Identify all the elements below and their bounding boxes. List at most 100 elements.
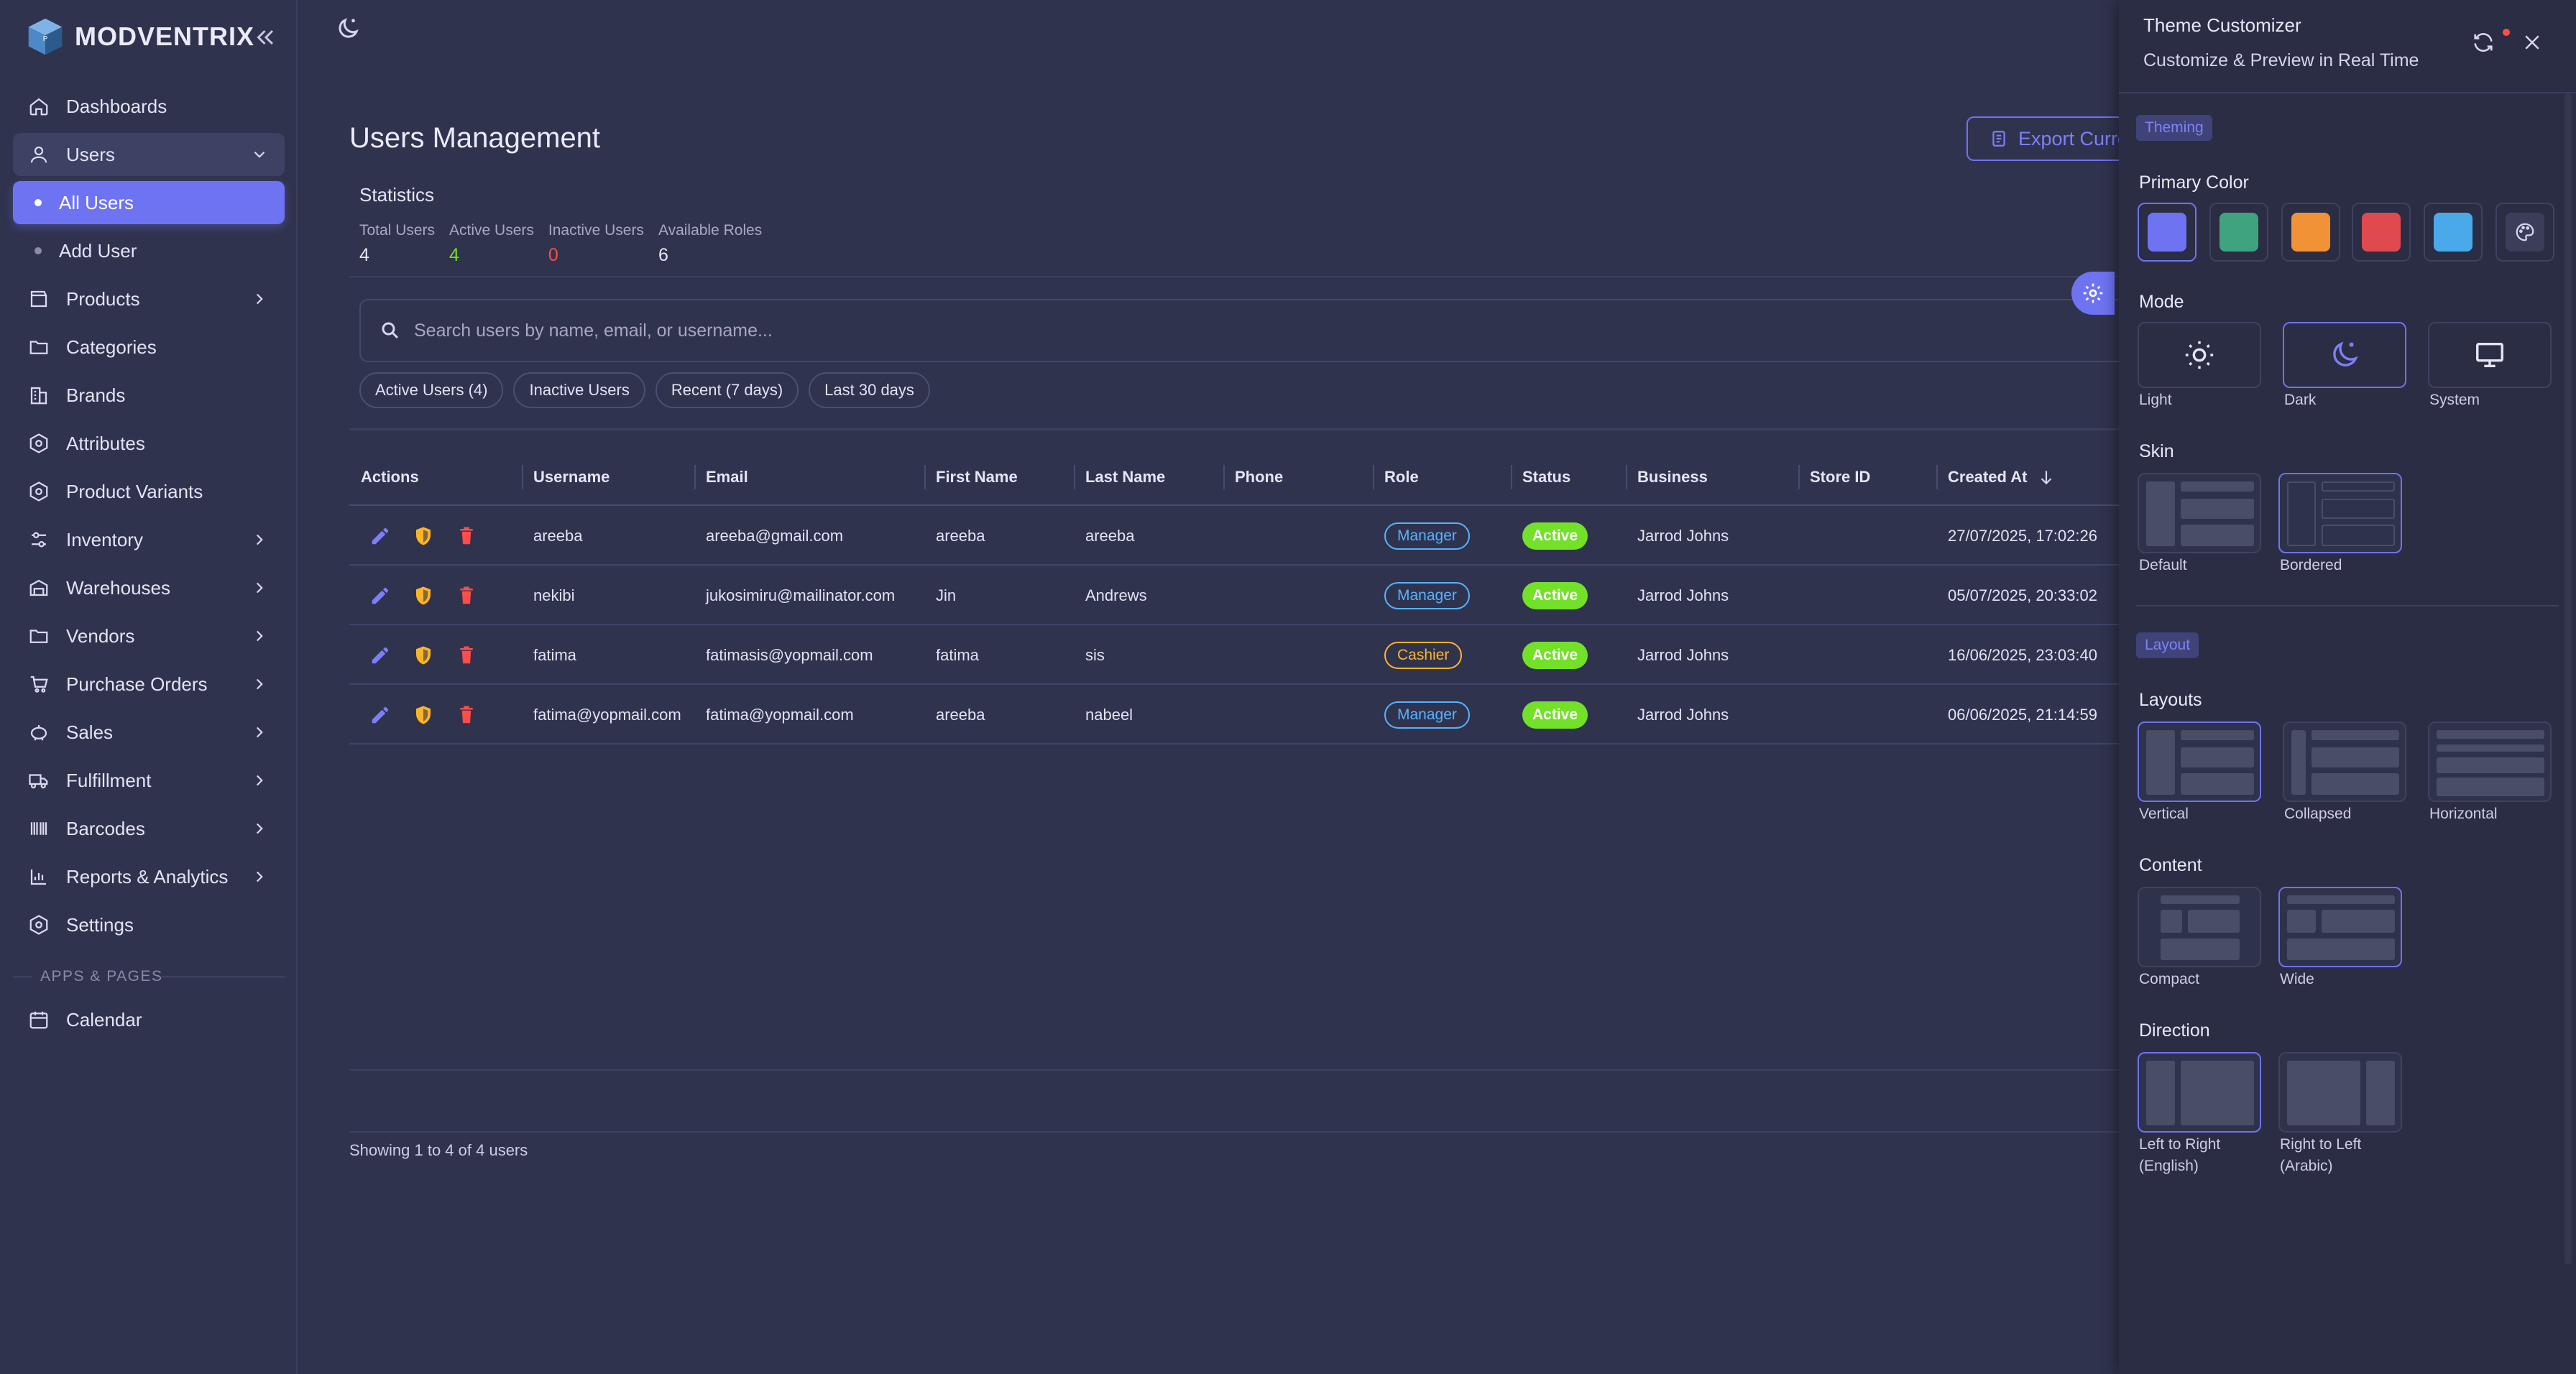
filter-chip-active-users[interactable]: Active Users (4): [359, 372, 504, 408]
color-swatch-blue[interactable]: [2424, 203, 2483, 262]
column-header-phone[interactable]: Phone: [1223, 449, 1283, 505]
sidebar-item-sales[interactable]: Sales: [13, 711, 285, 754]
column-header-email[interactable]: Email: [694, 449, 748, 505]
shield-icon[interactable]: [413, 625, 434, 685]
sidebar-item-label: Users: [66, 143, 115, 165]
cell-username: fatima: [533, 645, 576, 664]
sidebar-item-users[interactable]: Users: [13, 133, 285, 176]
customizer-toggle-button[interactable]: [2071, 272, 2115, 315]
scrollbar[interactable]: [2564, 93, 2572, 1265]
sidebar-item-vendors[interactable]: Vendors: [13, 614, 285, 658]
skin-label-bordered: Bordered: [2280, 557, 2342, 573]
column-header-username[interactable]: Username: [522, 449, 610, 505]
edit-icon[interactable]: [369, 566, 391, 625]
sidebar-subitem-add-user[interactable]: Add User: [13, 229, 285, 272]
skin-option-default[interactable]: [2138, 473, 2261, 553]
stat-label: Active Users: [449, 222, 534, 239]
direction-option-ltr[interactable]: [2138, 1052, 2261, 1133]
status-badge: Active: [1522, 581, 1588, 609]
sidebar-item-brands[interactable]: Brands: [13, 374, 285, 417]
column-header-role[interactable]: Role: [1373, 449, 1419, 505]
trash-icon[interactable]: [456, 625, 477, 685]
brand-logo[interactable]: P MODVENTRIX: [24, 14, 254, 59]
sidebar-item-purchase-orders[interactable]: Purchase Orders: [13, 663, 285, 706]
sidebar-subitem-all-users[interactable]: All Users: [13, 181, 285, 224]
content-option-wide[interactable]: [2278, 887, 2402, 967]
shield-icon[interactable]: [413, 506, 434, 566]
trash-icon[interactable]: [456, 685, 477, 744]
edit-icon[interactable]: [369, 685, 391, 744]
column-header-store-id[interactable]: Store ID: [1798, 449, 1870, 505]
sidebar-item-products[interactable]: Products: [13, 277, 285, 321]
chevron-right-icon: [256, 582, 263, 594]
sidebar-item-inventory[interactable]: Inventory: [13, 518, 285, 561]
collapse-sidebar-icon[interactable]: [253, 24, 279, 50]
warehouse-icon: [27, 576, 50, 599]
sidebar-item-attributes[interactable]: Attributes: [13, 422, 285, 465]
cube-logo-icon: P: [28, 18, 63, 55]
direction-label-rtl-line2: (Arabic): [2280, 1158, 2333, 1174]
sidebar-item-settings[interactable]: Settings: [13, 903, 285, 946]
sidebar-item-warehouses[interactable]: Warehouses: [13, 566, 285, 609]
stat-available-roles: Available Roles 6: [658, 222, 762, 266]
trash-icon[interactable]: [456, 566, 477, 625]
shield-icon[interactable]: [413, 566, 434, 625]
cell-first-name: areeba: [936, 705, 985, 724]
role-badge: Manager: [1384, 701, 1470, 729]
filter-chip-last-30-days[interactable]: Last 30 days: [809, 372, 930, 408]
column-header-status[interactable]: Status: [1511, 449, 1570, 505]
color-swatch-indigo[interactable]: [2138, 203, 2196, 262]
column-header-created-at[interactable]: Created At: [1936, 449, 2056, 505]
cell-first-name: Jin: [936, 586, 957, 604]
direction-option-rtl[interactable]: [2278, 1052, 2402, 1133]
content-option-compact[interactable]: [2138, 887, 2261, 967]
trash-icon[interactable]: [456, 506, 477, 566]
sidebar-item-label: Product Variants: [66, 480, 203, 502]
mode-label: Mode: [2139, 292, 2184, 312]
cell-status: Active: [1522, 625, 1588, 685]
mode-option-system[interactable]: [2428, 322, 2552, 388]
cell-username: nekibi: [533, 586, 575, 604]
column-header-last-name[interactable]: Last Name: [1074, 449, 1165, 505]
table-row: fatima@yopmail.com fatima@yopmail.com ar…: [349, 685, 2120, 744]
stat-value: 6: [658, 245, 668, 265]
color-swatch-red[interactable]: [2352, 203, 2411, 262]
layout-option-horizontal[interactable]: [2428, 721, 2552, 802]
sidebar-item-calendar[interactable]: Calendar: [13, 998, 285, 1041]
custom-color-picker[interactable]: [2496, 203, 2554, 262]
layout-option-collapsed[interactable]: [2283, 721, 2406, 802]
sidebar-item-product-variants[interactable]: Product Variants: [13, 470, 285, 513]
shield-icon[interactable]: [413, 685, 434, 744]
search-input[interactable]: [413, 319, 1706, 342]
cell-created-at: 06/06/2025, 21:14:59: [1948, 705, 2097, 724]
mode-label-dark: Dark: [2284, 392, 2317, 408]
stat-value: 4: [359, 245, 369, 265]
mode-option-light[interactable]: [2138, 322, 2261, 388]
filter-chip-inactive-users[interactable]: Inactive Users: [513, 372, 645, 408]
sidebar-item-categories[interactable]: Categories: [13, 326, 285, 369]
sidebar-item-fulfillment[interactable]: Fulfillment: [13, 759, 285, 802]
color-swatch-orange[interactable]: [2281, 203, 2340, 262]
refresh-icon[interactable]: [2471, 30, 2496, 55]
chevron-right-icon: [256, 678, 263, 690]
sidebar-item-barcodes[interactable]: Barcodes: [13, 807, 285, 850]
edit-icon[interactable]: [369, 625, 391, 685]
sidebar-item-reports-analytics[interactable]: Reports & Analytics: [13, 855, 285, 898]
sidebar-item-dashboards[interactable]: Dashboards: [13, 85, 285, 128]
export-button[interactable]: Export Curre: [1966, 116, 2139, 161]
layout-label-collapsed: Collapsed: [2284, 806, 2352, 822]
search-box[interactable]: [359, 299, 2128, 362]
column-header-first-name[interactable]: First Name: [924, 449, 1018, 505]
mode-option-dark[interactable]: [2283, 322, 2406, 388]
column-header-business[interactable]: Business: [1626, 449, 1708, 505]
close-icon[interactable]: [2521, 32, 2543, 53]
theme-customizer-panel: Theme Customizer Customize & Preview in …: [2119, 0, 2576, 1374]
skin-option-bordered[interactable]: [2278, 473, 2402, 553]
brand-name: MODVENTRIX: [75, 22, 255, 51]
edit-icon[interactable]: [369, 506, 391, 566]
filter-chip-recent-7-days[interactable]: Recent (7 days): [655, 372, 799, 408]
color-swatch-green[interactable]: [2209, 203, 2268, 262]
moon-icon[interactable]: [335, 16, 361, 42]
layout-option-vertical[interactable]: [2138, 721, 2261, 802]
chevron-right-icon: [256, 775, 263, 786]
